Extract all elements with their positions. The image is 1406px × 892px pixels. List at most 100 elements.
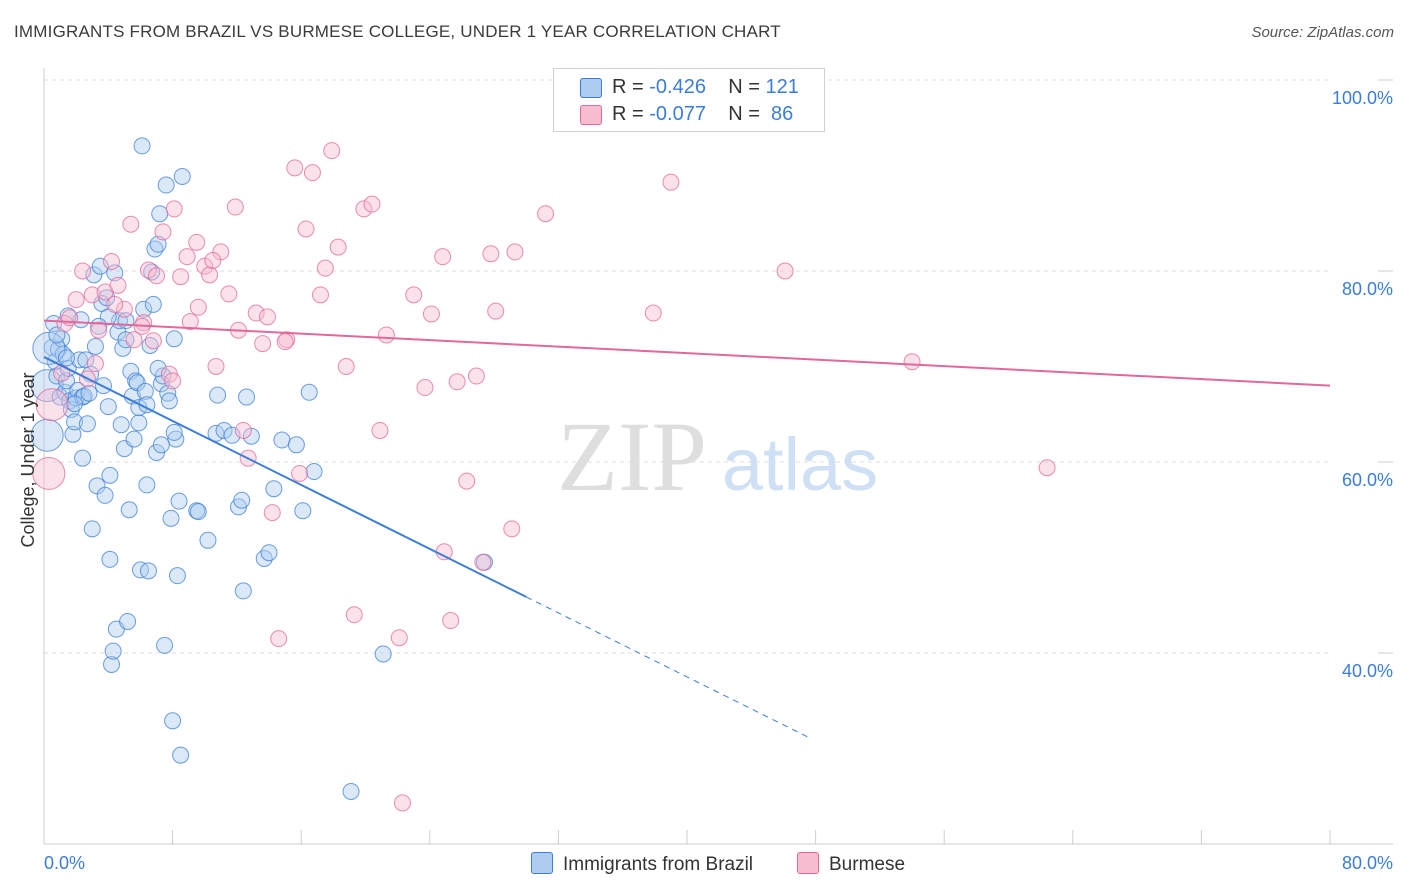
burmese-point-84	[276, 333, 294, 351]
trend-line-burmese	[43, 319, 1331, 387]
burmese-point-24	[178, 248, 196, 266]
brazil-point-60	[139, 562, 157, 580]
brazil-point-25	[80, 384, 98, 402]
brazil-point-77	[167, 430, 185, 448]
legend-r-value-brazil: -0.426	[649, 76, 706, 98]
brazil-point-117	[149, 359, 167, 377]
brazil-point-44	[114, 339, 132, 357]
brazil-point-63	[144, 295, 162, 313]
burmese-point-56	[390, 629, 408, 647]
brazil-point-81	[173, 167, 191, 185]
brazil-point-86	[209, 386, 227, 404]
burmese-point-39	[263, 504, 281, 522]
brazil-point-59	[138, 476, 156, 494]
burmese-point-54	[371, 421, 389, 439]
burmese-point-23	[172, 268, 190, 286]
watermark-atlas: atlas	[722, 423, 878, 506]
brazil-point-19	[70, 351, 88, 369]
series-brazil-points	[30, 137, 493, 800]
burmese-point-30	[207, 358, 225, 375]
burmese-point-58	[405, 286, 423, 304]
brazil-point-94	[255, 549, 273, 567]
trend-line-brazil	[43, 356, 527, 598]
burmese-point-29	[201, 266, 219, 284]
brazil-point-99	[294, 502, 312, 520]
burmese-point-32	[220, 285, 238, 303]
brazil-point-47	[119, 612, 137, 630]
burmese-point-48	[323, 142, 341, 160]
brazil-point-78	[168, 567, 186, 585]
brazil-point-96	[265, 480, 283, 498]
brazil-point-30	[91, 257, 109, 275]
brazil-point-37	[103, 655, 121, 673]
brazil-point-91	[234, 582, 252, 600]
brazil-point-102	[342, 782, 360, 800]
trend-lines	[43, 319, 1331, 738]
burmese-point-25	[181, 313, 199, 331]
trend-line-brazil-extension	[526, 596, 808, 738]
burmese-point-18	[144, 332, 162, 350]
watermark-zip: ZIP	[557, 401, 707, 512]
brazil-point-26	[83, 520, 101, 538]
brazil-point-73	[160, 392, 178, 410]
burmese-point-59	[416, 379, 434, 397]
burmese-point-55	[377, 326, 395, 344]
burmese-point-61	[434, 248, 452, 266]
y-tick-label-2: 80.0%	[1342, 279, 1393, 299]
bottom-legend-label-brazil: Immigrants from Brazil	[563, 854, 754, 875]
brazil-point-67	[151, 205, 169, 223]
brazil-point-98	[287, 436, 305, 454]
brazil-point-83	[189, 503, 207, 521]
legend-swatch-burmese	[580, 105, 602, 125]
burmese-point-37	[254, 335, 272, 353]
burmese-point-85	[86, 355, 104, 373]
brazil-point-119	[74, 449, 92, 467]
burmese-point-77	[903, 353, 921, 371]
brazil-point-103	[374, 645, 392, 663]
brazil-point-92	[238, 388, 256, 406]
brazil-point-90	[233, 491, 251, 509]
burmese-point-74	[644, 304, 662, 322]
series-burmese-points	[32, 71, 1056, 812]
burmese-point-70	[503, 520, 521, 538]
burmese-point-1	[35, 388, 69, 422]
legend-n-label: N =	[728, 76, 760, 98]
burmese-point-33	[226, 198, 244, 216]
brazil-point-112	[58, 349, 76, 367]
burmese-point-34	[234, 421, 252, 439]
bottom-legend-swatch-burmese	[797, 852, 819, 874]
brazil-point-43	[112, 416, 130, 434]
burmese-point-8	[83, 286, 101, 304]
bottom-legend-label-burmese: Burmese	[829, 854, 906, 875]
legend-n-value-burmese: 86	[771, 103, 794, 125]
burmese-point-4	[61, 309, 79, 327]
brazil-point-24	[78, 415, 96, 433]
brazil-point-88	[223, 426, 241, 444]
burmese-point-67	[474, 553, 492, 571]
burmese-point-0	[32, 456, 66, 490]
burmese-point-60	[422, 305, 440, 323]
brazil-point-87	[215, 421, 233, 439]
stats-legend: R = -0.426 N = 121 R = -0.077 N = 86	[553, 68, 825, 132]
brazil-point-110	[152, 436, 170, 454]
burmese-point-11	[103, 252, 121, 270]
brazil-point-101	[305, 463, 323, 481]
legend-r-label: R =	[612, 103, 644, 125]
brazil-point-75	[164, 712, 182, 730]
brazil-point-64	[146, 240, 164, 258]
brazil-point-38	[104, 642, 122, 660]
brazil-point-35	[99, 398, 117, 416]
burmese-point-51	[345, 606, 363, 624]
burmese-point-26	[188, 233, 206, 251]
legend-r-value-burmese: -0.077	[649, 103, 706, 125]
brazil-point-0	[30, 418, 64, 452]
burmese-point-5	[67, 291, 85, 309]
burmese-point-72	[537, 205, 555, 223]
brazil-point-95	[260, 544, 278, 562]
burmese-point-22	[165, 200, 183, 218]
brazil-point-82	[188, 502, 206, 520]
grid-lines	[44, 79, 1330, 654]
burmese-point-12	[109, 276, 127, 294]
brazil-point-28	[86, 337, 104, 355]
x-tick-label-min: 0.0%	[44, 853, 85, 873]
